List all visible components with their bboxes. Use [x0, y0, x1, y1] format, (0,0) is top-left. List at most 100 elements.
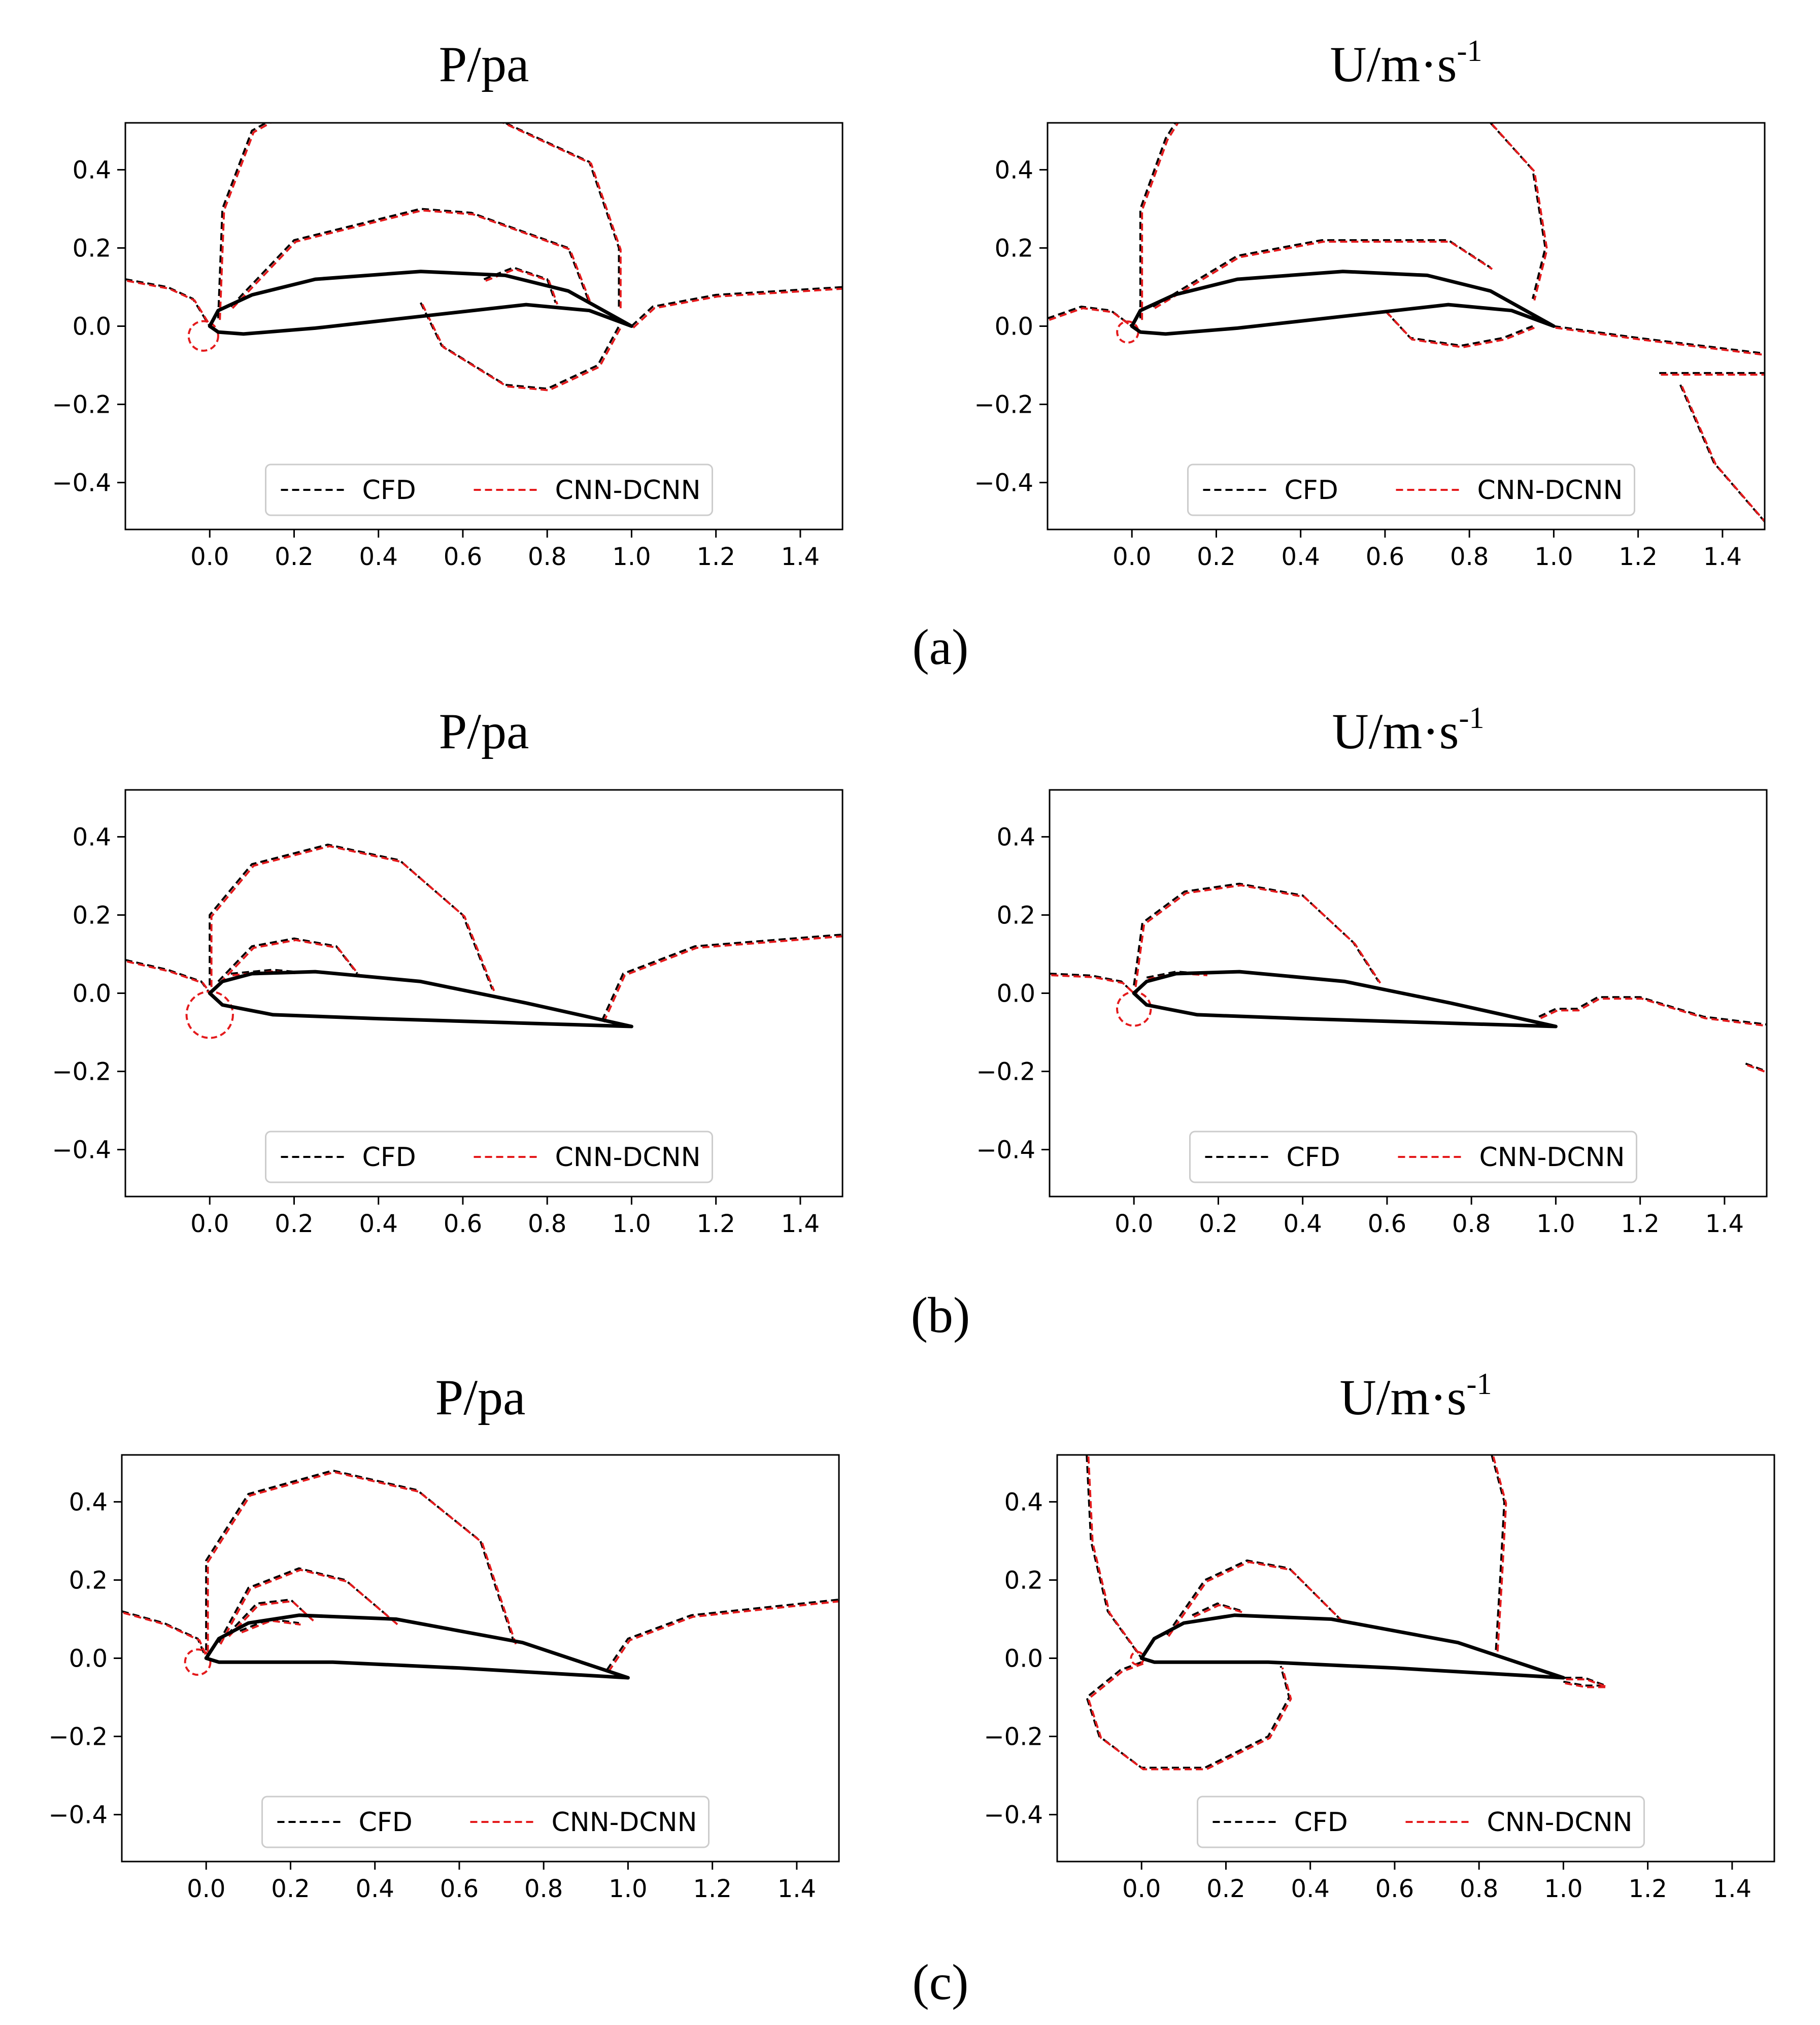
y-tick-label: −0.2: [984, 1723, 1043, 1751]
y-tick-label: −0.4: [52, 1136, 111, 1165]
y-tick-label: 0.4: [69, 1488, 108, 1516]
cnn-dcnn-contour-5: [1565, 1678, 1608, 1688]
y-tick-label: 0.4: [1004, 1488, 1043, 1516]
cfd-contour-5: [606, 1599, 839, 1671]
x-tick-label: 1.0: [609, 1875, 647, 1903]
cnn-dcnn-contour-0: [210, 845, 495, 991]
chart-title: U/m·s-1: [1330, 34, 1482, 92]
x-tick-label: 0.2: [275, 1210, 313, 1238]
x-tick-label: 1.0: [612, 1210, 651, 1238]
x-tick-label: 0.4: [1291, 1875, 1330, 1903]
x-tick-label: 0.0: [190, 1210, 229, 1238]
x-tick-label: 0.8: [1452, 1210, 1491, 1238]
x-tick-label: 1.2: [693, 1875, 731, 1903]
x-tick-label: 0.0: [1113, 543, 1151, 571]
y-tick-label: −0.4: [984, 1801, 1043, 1830]
y-tick-label: −0.4: [974, 469, 1033, 497]
plot-area: [122, 1469, 839, 1680]
y-tick-label: 0.2: [73, 234, 111, 262]
x-tick-label: 0.2: [271, 1875, 310, 1903]
plot-area: [125, 843, 842, 1039]
title-superscript: -1: [1459, 701, 1485, 735]
cfd-contour-5: [631, 286, 842, 327]
y-tick-label: 0.0: [997, 980, 1035, 1008]
panel-b-velocity: U/m·s-1 0.0 0.2 0.4 0.6 0.8 1.0 1.2 1.4 0.4 0.2 0.0…: [976, 701, 1768, 1238]
cnn-dcnn-contour-4: [123, 1612, 209, 1661]
x-tick-label: 0.8: [524, 1875, 563, 1903]
cnn-dcnn-contour-5: [608, 1600, 839, 1672]
x-tick-label: 1.4: [1705, 1210, 1744, 1238]
cfd-contour-5: [1563, 1677, 1606, 1687]
leading-edge-contour: [187, 320, 219, 352]
cfd-contour-1: [217, 937, 358, 982]
cfd-contour-4: [1085, 1661, 1291, 1769]
x-tick-label: 0.2: [1197, 543, 1235, 571]
x-tick-label: 0.0: [1115, 1210, 1153, 1238]
cfd-contour-3: [1491, 1455, 1506, 1651]
cnn-dcnn-contour-1: [219, 939, 360, 984]
x-tick-label: 1.4: [778, 1875, 816, 1903]
panel-label-c: (c): [913, 1954, 969, 2010]
y-tick-label: 0.2: [1004, 1566, 1043, 1595]
plot-panels: P/pa 0.0 0.2 0.4 0.6 0.8 1.0 1.2 1.4 0.4 0.2 0.0 −0.…: [48, 34, 1775, 1903]
cnn-dcnn-contour-1: [231, 209, 592, 309]
cfd-contour-3: [420, 302, 620, 390]
x-tick-label: 1.0: [612, 543, 651, 571]
chart-title: U/m·s-1: [1332, 701, 1485, 759]
cnn-dcnn-contour-5: [632, 287, 842, 329]
cfd-contour-3: [1384, 310, 1533, 347]
x-tick-label: 0.6: [1366, 543, 1404, 571]
y-tick-label: −0.4: [48, 1801, 108, 1830]
cnn-dcnn-contour-0: [207, 1471, 517, 1652]
y-tick-label: −0.2: [48, 1723, 108, 1751]
x-tick-label: 1.0: [1536, 1210, 1575, 1238]
cfd-contour-2: [1192, 1602, 1243, 1616]
x-tick-label: 1.0: [1534, 543, 1573, 571]
cfd-contour-0: [217, 123, 620, 319]
cfd-contour-5: [1554, 325, 1765, 355]
cfd-contour-7: [1679, 384, 1765, 522]
x-tick-label: 1.4: [781, 543, 820, 571]
legend-cfd-label: CFD: [1285, 475, 1338, 506]
cfd-contour-4: [601, 934, 842, 1021]
cfd-contour-2: [1490, 123, 1546, 300]
cnn-dcnn-contour-3: [1540, 998, 1767, 1027]
cnn-dcnn-contour-3: [126, 960, 213, 995]
x-tick-label: 0.8: [1460, 1875, 1498, 1903]
y-tick-label: 0.4: [73, 823, 111, 851]
airfoil-outline: [204, 1613, 630, 1680]
plot-area: [1085, 1455, 1608, 1771]
legend-cnn-dcnn-label: CNN-DCNN: [1477, 475, 1623, 506]
cnn-dcnn-contour-3: [1386, 311, 1535, 349]
cnn-dcnn-contour-4: [1049, 307, 1134, 329]
cnn-dcnn-contour-1: [219, 1569, 398, 1645]
y-tick-label: 0.4: [997, 823, 1035, 851]
x-tick-label: 1.2: [696, 543, 735, 571]
legend-cnn-dcnn-label: CNN-DCNN: [1487, 1807, 1633, 1838]
leading-edge-contour: [185, 990, 234, 1039]
chart-title: U/m·s-1: [1340, 1367, 1492, 1425]
panel-b-pressure: P/pa 0.0 0.2 0.4 0.6 0.8 1.0 1.2 1.4 0.4 0.2 0.0 −0.…: [52, 703, 844, 1238]
cnn-dcnn-contour-1: [1167, 1561, 1346, 1637]
cfd-contour-1: [218, 1567, 397, 1643]
y-tick-label: 0.0: [73, 313, 111, 341]
leading-edge-contour: [1116, 991, 1152, 1027]
cnn-dcnn-contour-2: [1491, 123, 1548, 301]
panel-a-pressure: P/pa 0.0 0.2 0.4 0.6 0.8 1.0 1.2 1.4 0.4 0.2 0.0 −0.…: [52, 36, 844, 571]
y-tick-label: −0.2: [52, 1058, 111, 1086]
legend-cfd-label: CFD: [1294, 1807, 1348, 1838]
cnn-dcnn-contour-4: [1747, 1064, 1767, 1074]
x-tick-label: 0.4: [1282, 543, 1320, 571]
cfd-contour-0: [1139, 123, 1177, 319]
x-tick-label: 0.6: [440, 1875, 479, 1903]
y-tick-label: 0.2: [69, 1566, 108, 1595]
x-tick-label: 0.0: [1122, 1875, 1161, 1903]
x-tick-label: 0.4: [359, 1210, 398, 1238]
x-tick-label: 0.8: [528, 543, 566, 571]
legend: CFD CNN-DCNN: [1189, 1131, 1637, 1183]
cnn-dcnn-contour-3: [1492, 1456, 1507, 1652]
y-tick-label: −0.2: [974, 391, 1033, 419]
cnn-dcnn-contour-2: [1193, 1604, 1245, 1618]
legend: CFD CNN-DCNN: [1197, 1796, 1645, 1848]
cfd-contour-2: [226, 1598, 313, 1636]
